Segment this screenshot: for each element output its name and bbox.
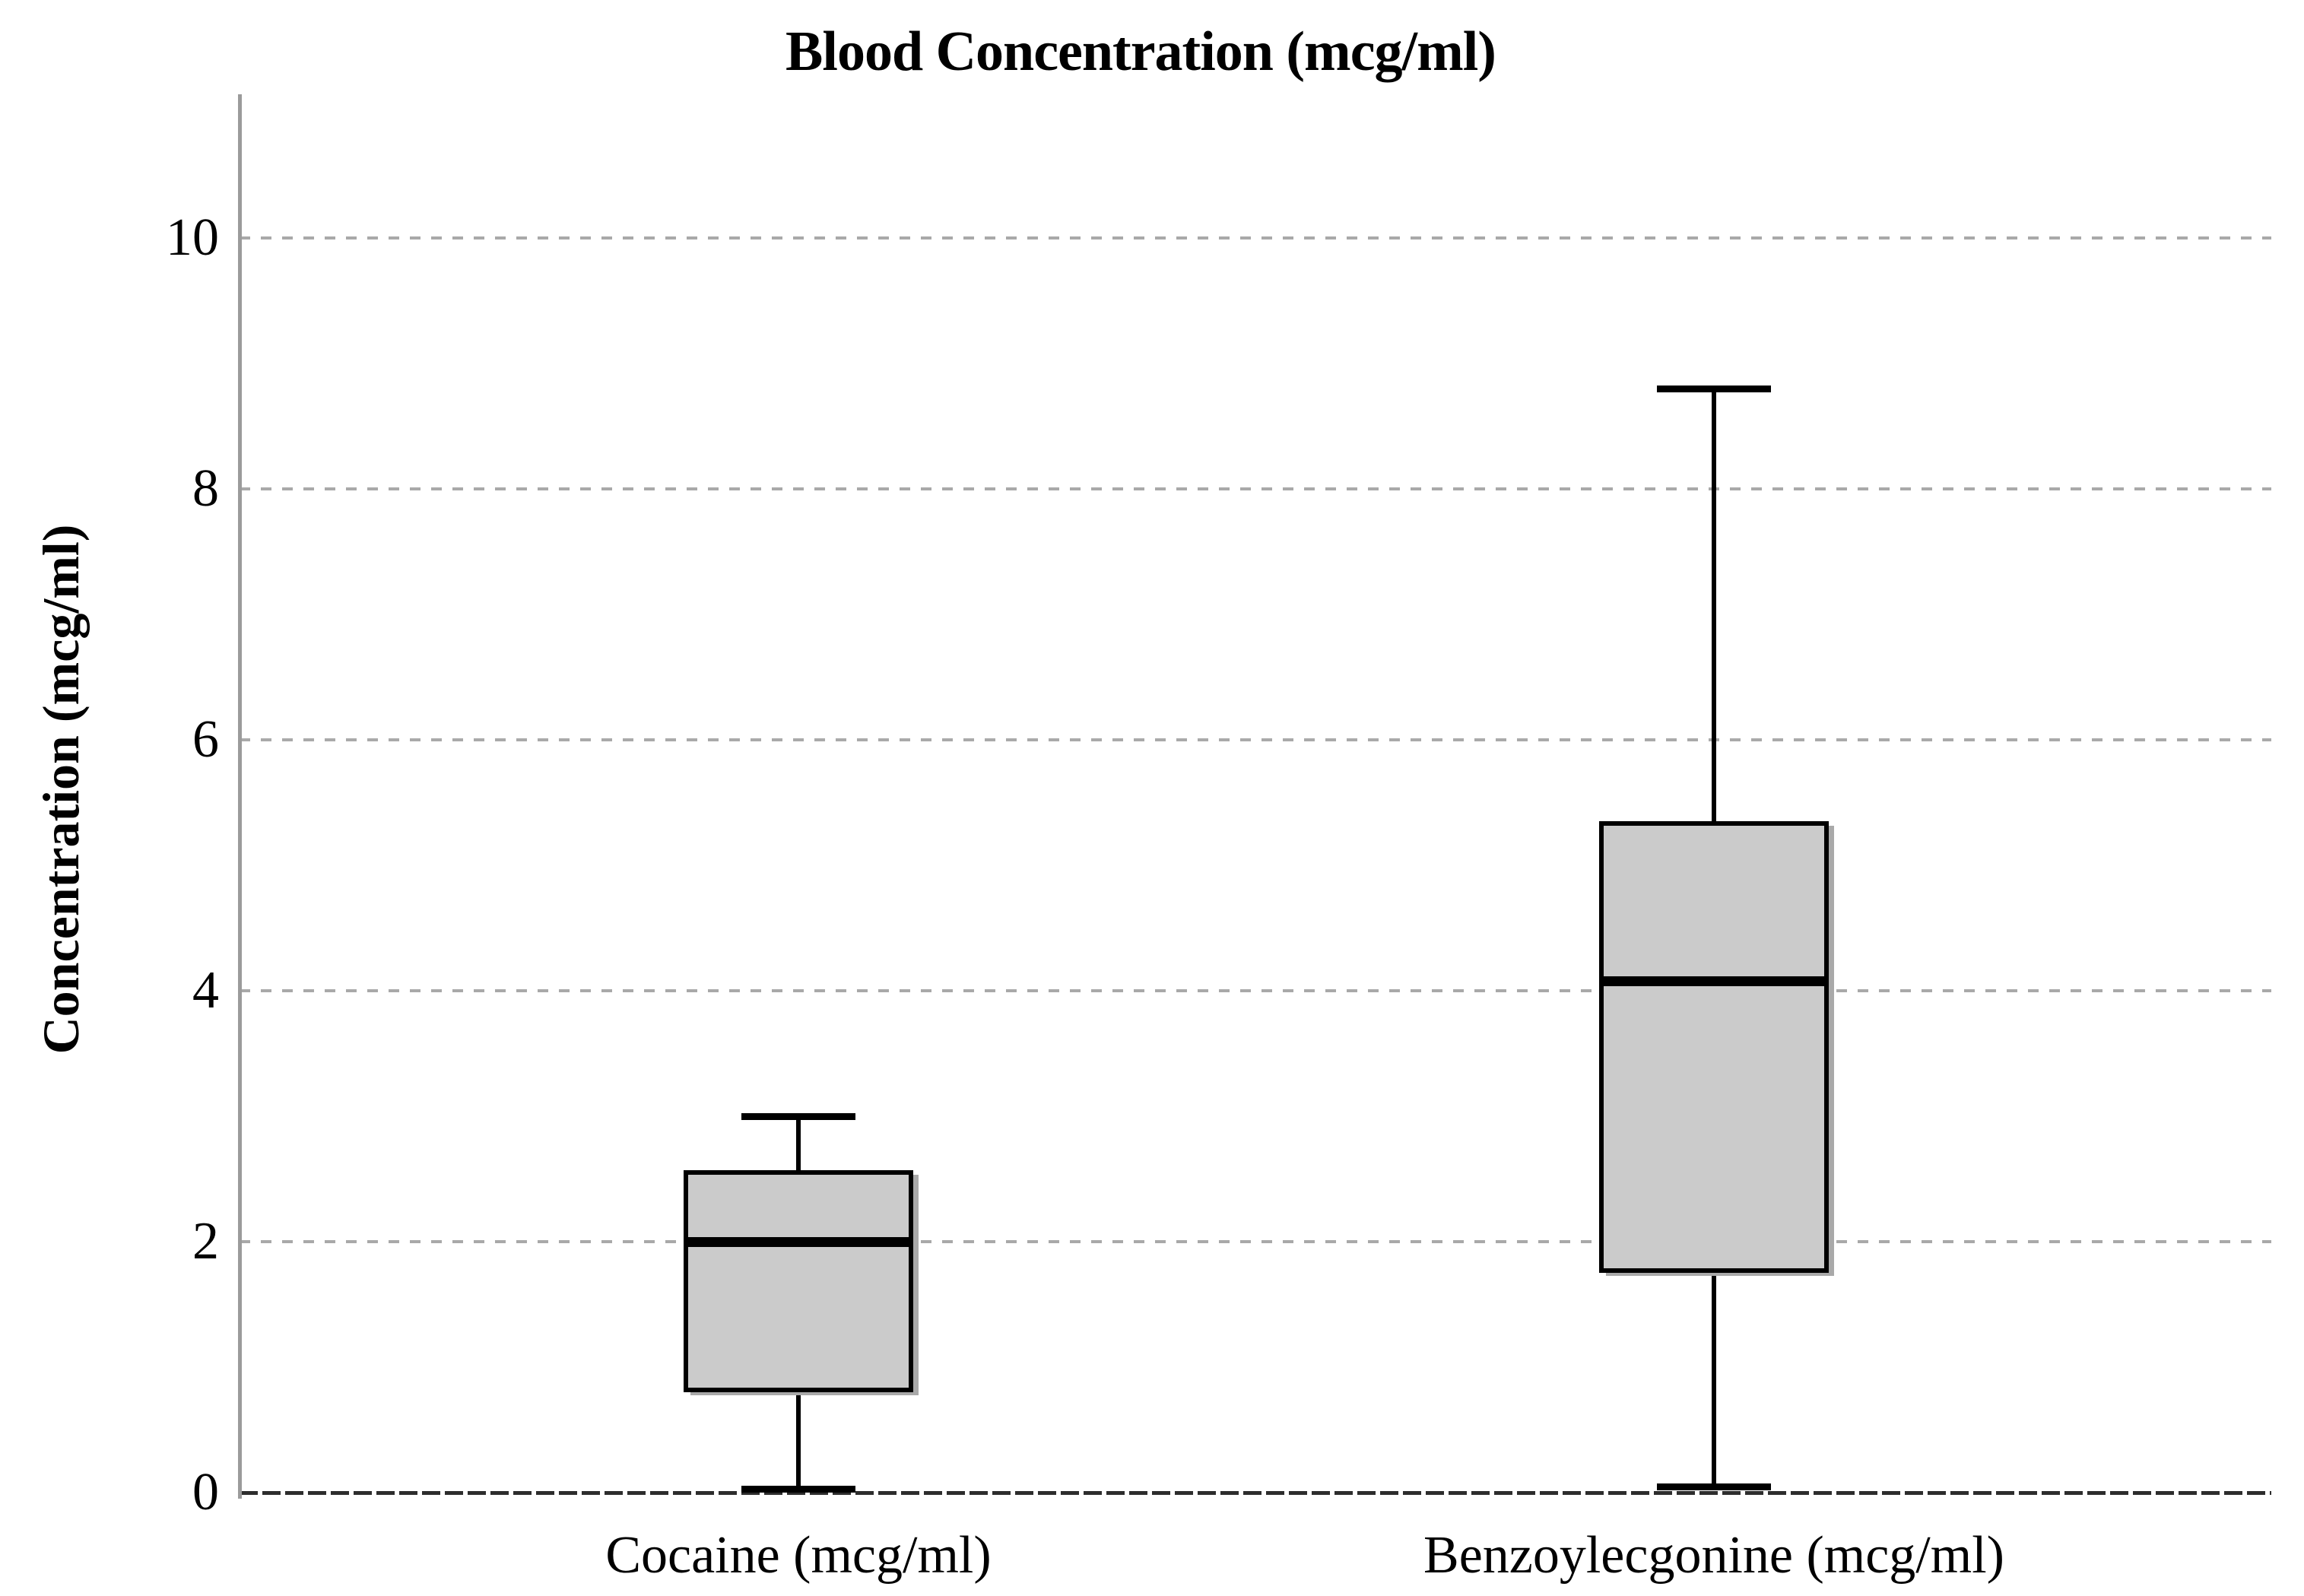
y-axis-line — [238, 94, 242, 1499]
x-category-label: Cocaine (mcg/ml) — [605, 1526, 992, 1585]
lower-whisker-line — [796, 1392, 801, 1490]
chart-title: Blood Concentration (mcg/ml) — [785, 21, 1496, 83]
y-tick-label: 6 — [192, 710, 219, 769]
y-tick-label: 10 — [166, 208, 219, 267]
x-category-label: Benzoylecgonine (mcg/ml) — [1423, 1526, 2004, 1585]
median-line — [684, 1237, 913, 1247]
lower-whisker-cap — [741, 1486, 855, 1493]
boxplot-box — [684, 1169, 913, 1392]
upper-whisker-cap — [741, 1113, 855, 1120]
y-tick-label: 8 — [192, 459, 219, 518]
y-tick-label: 4 — [192, 961, 219, 1020]
lower-whisker-line — [1712, 1273, 1716, 1487]
x-axis-zero-line — [240, 1491, 2271, 1495]
gridline-y-4 — [240, 989, 2271, 992]
gridline-y-8 — [240, 487, 2271, 490]
gridline-y-6 — [240, 738, 2271, 741]
y-tick-label: 0 — [192, 1463, 219, 1521]
upper-whisker-line — [1712, 389, 1716, 822]
median-line — [1599, 976, 1829, 986]
boxplot-box — [1599, 821, 1829, 1274]
gridline-y-2 — [240, 1240, 2271, 1243]
upper-whisker-line — [796, 1116, 801, 1170]
lower-whisker-cap — [1657, 1483, 1771, 1490]
upper-whisker-cap — [1657, 386, 1771, 392]
y-tick-label: 2 — [192, 1212, 219, 1271]
gridline-y-10 — [240, 236, 2271, 240]
